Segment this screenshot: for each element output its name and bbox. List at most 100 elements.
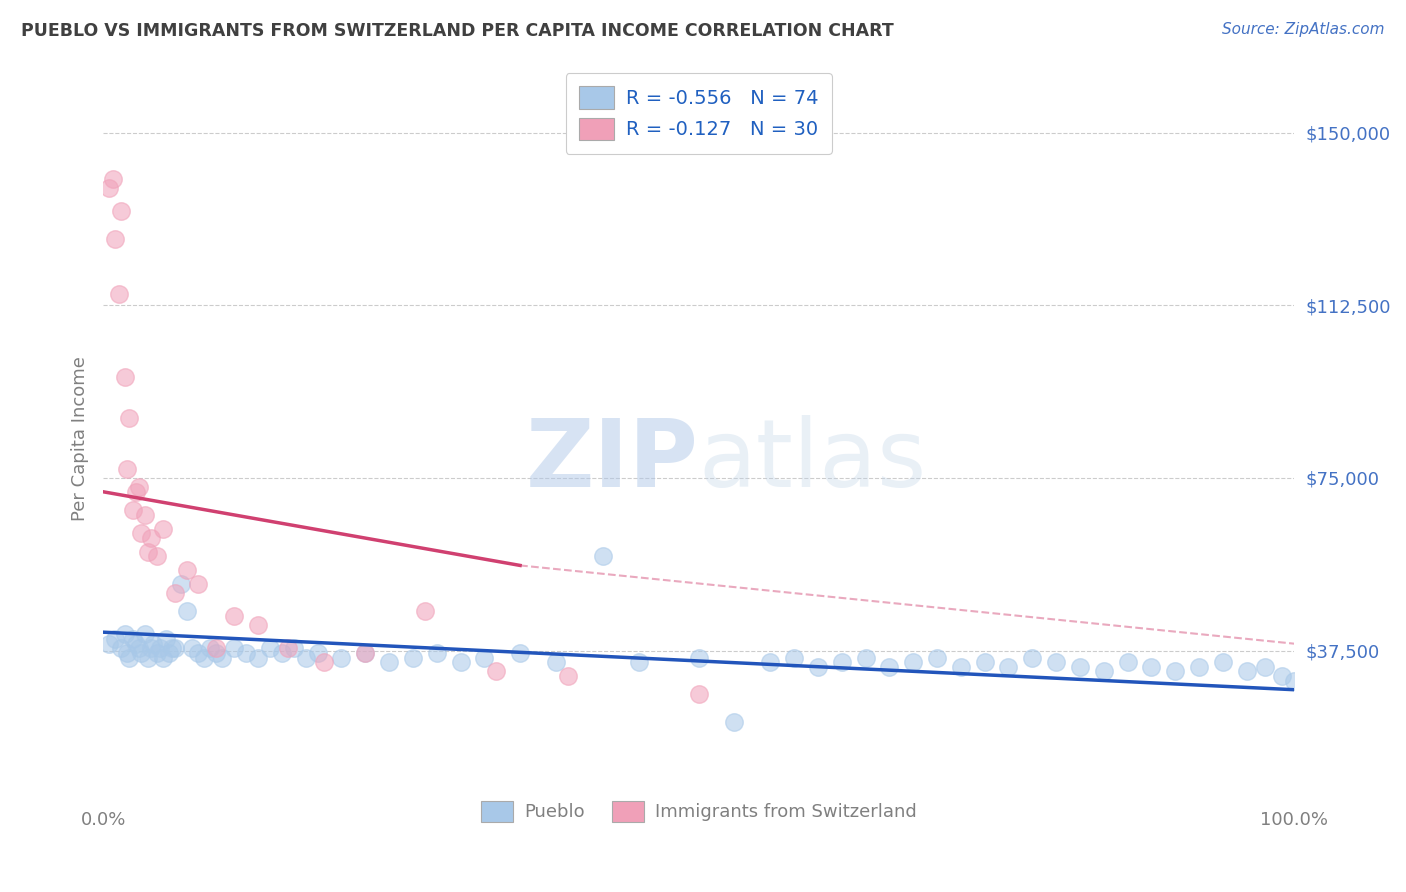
Point bbox=[114, 369, 136, 384]
Point bbox=[176, 563, 198, 577]
Point bbox=[200, 641, 222, 656]
Point bbox=[1284, 673, 1306, 688]
Point bbox=[1069, 659, 1091, 673]
Point bbox=[807, 659, 830, 673]
Point bbox=[901, 655, 924, 669]
Point bbox=[139, 531, 162, 545]
Point bbox=[145, 549, 167, 564]
Point bbox=[723, 714, 745, 729]
Point bbox=[1212, 655, 1234, 669]
Point bbox=[1116, 655, 1139, 669]
Point bbox=[949, 659, 972, 673]
Point bbox=[149, 641, 172, 656]
Text: Source: ZipAtlas.com: Source: ZipAtlas.com bbox=[1222, 22, 1385, 37]
Point bbox=[450, 655, 472, 669]
Point bbox=[1253, 659, 1275, 673]
Point bbox=[688, 687, 710, 701]
Point bbox=[1140, 659, 1163, 673]
Point bbox=[1271, 669, 1294, 683]
Point bbox=[128, 641, 150, 656]
Point bbox=[110, 641, 132, 656]
Text: PUEBLO VS IMMIGRANTS FROM SWITZERLAND PER CAPITA INCOME CORRELATION CHART: PUEBLO VS IMMIGRANTS FROM SWITZERLAND PE… bbox=[21, 22, 894, 40]
Point bbox=[115, 462, 138, 476]
Point bbox=[855, 650, 877, 665]
Point bbox=[224, 609, 246, 624]
Point bbox=[205, 646, 228, 660]
Point bbox=[152, 650, 174, 665]
Point bbox=[98, 181, 121, 195]
Point bbox=[125, 484, 148, 499]
Point bbox=[205, 641, 228, 656]
Point bbox=[246, 618, 269, 632]
Point bbox=[688, 650, 710, 665]
Point bbox=[312, 655, 335, 669]
Point bbox=[426, 646, 449, 660]
Y-axis label: Per Capita Income: Per Capita Income bbox=[72, 357, 89, 521]
Point bbox=[759, 655, 782, 669]
Text: ZIP: ZIP bbox=[526, 415, 699, 507]
Point bbox=[163, 586, 186, 600]
Point bbox=[1021, 650, 1043, 665]
Point bbox=[354, 646, 377, 660]
Point bbox=[277, 641, 299, 656]
Point bbox=[114, 627, 136, 641]
Point bbox=[163, 641, 186, 656]
Point bbox=[1188, 659, 1211, 673]
Point bbox=[1236, 665, 1258, 679]
Point bbox=[122, 503, 145, 517]
Point bbox=[557, 669, 579, 683]
Point bbox=[169, 577, 191, 591]
Point bbox=[485, 665, 508, 679]
Point bbox=[925, 650, 948, 665]
Point bbox=[413, 605, 436, 619]
Point bbox=[134, 508, 156, 522]
Text: atlas: atlas bbox=[699, 415, 927, 507]
Point bbox=[145, 646, 167, 660]
Point bbox=[879, 659, 901, 673]
Point bbox=[1164, 665, 1187, 679]
Point bbox=[142, 637, 165, 651]
Point bbox=[152, 522, 174, 536]
Point bbox=[509, 646, 531, 660]
Point bbox=[544, 655, 567, 669]
Point bbox=[110, 203, 132, 218]
Point bbox=[187, 577, 209, 591]
Point bbox=[259, 641, 281, 656]
Point bbox=[155, 632, 177, 646]
Point bbox=[128, 480, 150, 494]
Point bbox=[138, 650, 160, 665]
Point bbox=[157, 646, 180, 660]
Point bbox=[307, 646, 329, 660]
Point bbox=[104, 231, 127, 245]
Point bbox=[187, 646, 209, 660]
Point bbox=[107, 286, 129, 301]
Point bbox=[592, 549, 614, 564]
Point bbox=[129, 526, 152, 541]
Point bbox=[129, 646, 152, 660]
Legend: Pueblo, Immigrants from Switzerland: Pueblo, Immigrants from Switzerland bbox=[468, 789, 929, 835]
Point bbox=[211, 650, 233, 665]
Point bbox=[138, 544, 160, 558]
Point bbox=[139, 641, 162, 656]
Point bbox=[115, 646, 138, 660]
Point bbox=[176, 605, 198, 619]
Point bbox=[354, 646, 377, 660]
Point bbox=[270, 646, 292, 660]
Point bbox=[181, 641, 204, 656]
Point bbox=[246, 650, 269, 665]
Point bbox=[160, 641, 183, 656]
Point bbox=[294, 650, 316, 665]
Point bbox=[283, 641, 305, 656]
Point bbox=[98, 637, 121, 651]
Point bbox=[472, 650, 495, 665]
Point bbox=[330, 650, 353, 665]
Point bbox=[125, 637, 148, 651]
Point bbox=[628, 655, 651, 669]
Point bbox=[224, 641, 246, 656]
Point bbox=[235, 646, 257, 660]
Point bbox=[997, 659, 1019, 673]
Point bbox=[118, 650, 141, 665]
Point bbox=[193, 650, 215, 665]
Point bbox=[783, 650, 806, 665]
Point bbox=[831, 655, 853, 669]
